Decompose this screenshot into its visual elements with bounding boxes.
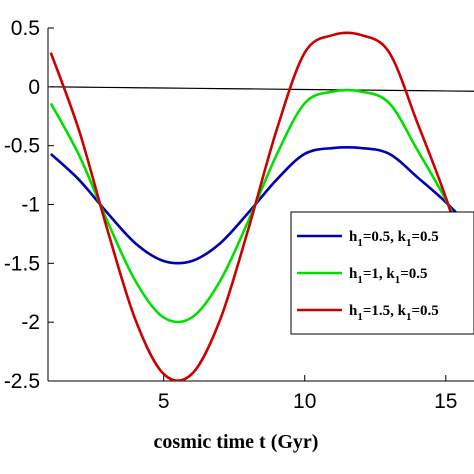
series-line-0 <box>49 145 474 265</box>
x-tick-label: 5 <box>158 390 170 413</box>
plot-area <box>47 27 474 382</box>
y-tick-label: -2.5 <box>4 370 40 393</box>
legend-entry: h1=1, k1=0.5 <box>349 266 428 286</box>
series-line-2 <box>49 31 474 381</box>
x-tick-label: 15 <box>434 390 457 413</box>
x-axis-label: cosmic time t (Gyr) <box>154 431 319 453</box>
legend-entry: h1=0.5, k1=0.5 <box>349 229 439 249</box>
x-tick-label: 10 <box>293 390 316 413</box>
y-tick-label: -1 <box>21 194 40 217</box>
legend-entry: h1=1.5, k1=0.5 <box>349 303 439 323</box>
y-tick-label: 0 <box>28 76 40 99</box>
y-tick-label: -0.5 <box>4 135 40 158</box>
reference-line <box>50 86 474 92</box>
y-tick-label: 0.5 <box>11 17 40 40</box>
y-tick-label: -1.5 <box>4 252 40 275</box>
y-tick-label: -2 <box>21 311 40 334</box>
